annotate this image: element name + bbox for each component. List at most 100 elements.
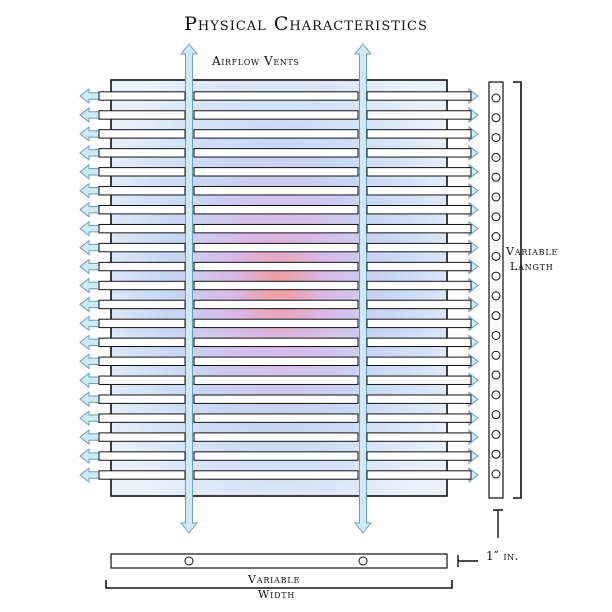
vent-slot xyxy=(193,261,359,272)
vent-slot xyxy=(193,470,359,480)
width-label-line2: Width xyxy=(258,588,296,601)
vent-slot xyxy=(98,451,186,461)
vent-slot xyxy=(98,148,186,158)
airflow-arrow-vertical-right xyxy=(353,43,373,534)
vent-slot xyxy=(366,186,472,196)
length-label-line1: Variable xyxy=(506,245,559,258)
vent-slot xyxy=(366,299,472,310)
vent-slot xyxy=(98,280,186,291)
vent-slot xyxy=(193,186,359,196)
side-hole xyxy=(491,232,501,242)
length-dimension-bracket xyxy=(513,81,522,499)
bottom-hole-left xyxy=(184,556,194,566)
vent-slot xyxy=(98,413,186,423)
vent-slot xyxy=(98,375,186,385)
vent-slot xyxy=(193,432,359,442)
vent-slot xyxy=(193,337,359,348)
vent-slot xyxy=(98,261,186,272)
vent-slot xyxy=(366,394,472,404)
vent-slot xyxy=(193,129,359,139)
vent-slot xyxy=(193,242,359,253)
vent-slot xyxy=(193,318,359,329)
side-hole xyxy=(491,449,501,459)
side-hole xyxy=(491,172,501,182)
vent-slot xyxy=(366,356,472,367)
side-hole xyxy=(491,311,501,321)
vent-slot xyxy=(366,432,472,442)
vent-slot xyxy=(193,148,359,158)
vent-slot xyxy=(98,318,186,329)
side-hole xyxy=(491,113,501,123)
vent-slot xyxy=(366,451,472,461)
vent-slot xyxy=(98,110,186,120)
vent-slot xyxy=(193,299,359,310)
vent-slot xyxy=(366,167,472,177)
side-hole xyxy=(491,350,501,360)
side-hole xyxy=(491,192,501,202)
side-hole xyxy=(491,212,501,222)
page-title: Physical Characteristics xyxy=(184,13,428,35)
width-dimension-bracket xyxy=(105,580,453,589)
side-hole xyxy=(491,291,501,301)
thickness-dimension-marker xyxy=(493,509,503,538)
length-label-line2: Langth xyxy=(510,260,554,273)
vent-slot xyxy=(366,223,472,234)
vent-slot xyxy=(193,375,359,385)
side-hole xyxy=(491,251,501,261)
vent-slot xyxy=(193,167,359,177)
vent-slot xyxy=(193,394,359,404)
airflow-vents-label: Airflow Vents xyxy=(212,54,300,68)
side-hole xyxy=(491,410,501,420)
vent-slot xyxy=(193,91,359,101)
vent-slot xyxy=(366,318,472,329)
side-hole xyxy=(491,429,501,439)
vent-slot xyxy=(366,280,472,291)
vent-slot xyxy=(366,148,472,158)
thickness-label: 1″ in. xyxy=(486,549,519,563)
vent-slot xyxy=(366,470,472,480)
vent-slot xyxy=(193,413,359,423)
vertical-airflow-arrows xyxy=(179,43,373,534)
vent-slot xyxy=(366,91,472,101)
side-hole xyxy=(491,93,501,103)
vent-slot xyxy=(193,280,359,291)
vent-slot xyxy=(98,242,186,253)
vent-slot xyxy=(193,205,359,215)
vent-slot xyxy=(366,337,472,348)
side-hole xyxy=(491,152,501,162)
vent-slot xyxy=(98,91,186,101)
bottom-edge-strip xyxy=(110,553,448,569)
vent-slot xyxy=(98,129,186,139)
vent-slot xyxy=(193,223,359,234)
thickness-leader-line xyxy=(457,555,478,567)
vent-slot xyxy=(366,261,472,272)
vent-slot xyxy=(366,413,472,423)
vent-slot xyxy=(366,242,472,253)
side-hole xyxy=(491,133,501,143)
side-hole xyxy=(491,330,501,340)
vent-slot xyxy=(98,205,186,215)
side-hole xyxy=(491,370,501,380)
side-hole xyxy=(491,469,501,479)
airflow-arrow-vertical-left xyxy=(179,43,199,534)
vent-slot xyxy=(98,299,186,310)
vent-slot xyxy=(193,451,359,461)
vent-slot xyxy=(366,205,472,215)
side-mounting-holes xyxy=(491,93,501,479)
vent-slot xyxy=(193,110,359,120)
vent-slot xyxy=(98,432,186,442)
vent-slot xyxy=(98,394,186,404)
vent-slot xyxy=(98,186,186,196)
vent-slot xyxy=(193,356,359,367)
vent-slot xyxy=(98,337,186,348)
vent-slot xyxy=(98,470,186,480)
vent-slot xyxy=(366,129,472,139)
vent-slots xyxy=(98,91,472,480)
vent-slot xyxy=(366,110,472,120)
side-hole xyxy=(491,390,501,400)
vent-slot xyxy=(366,375,472,385)
vent-slot xyxy=(98,356,186,367)
bottom-hole-right xyxy=(358,556,368,566)
width-label-line1: Variable xyxy=(248,573,301,586)
